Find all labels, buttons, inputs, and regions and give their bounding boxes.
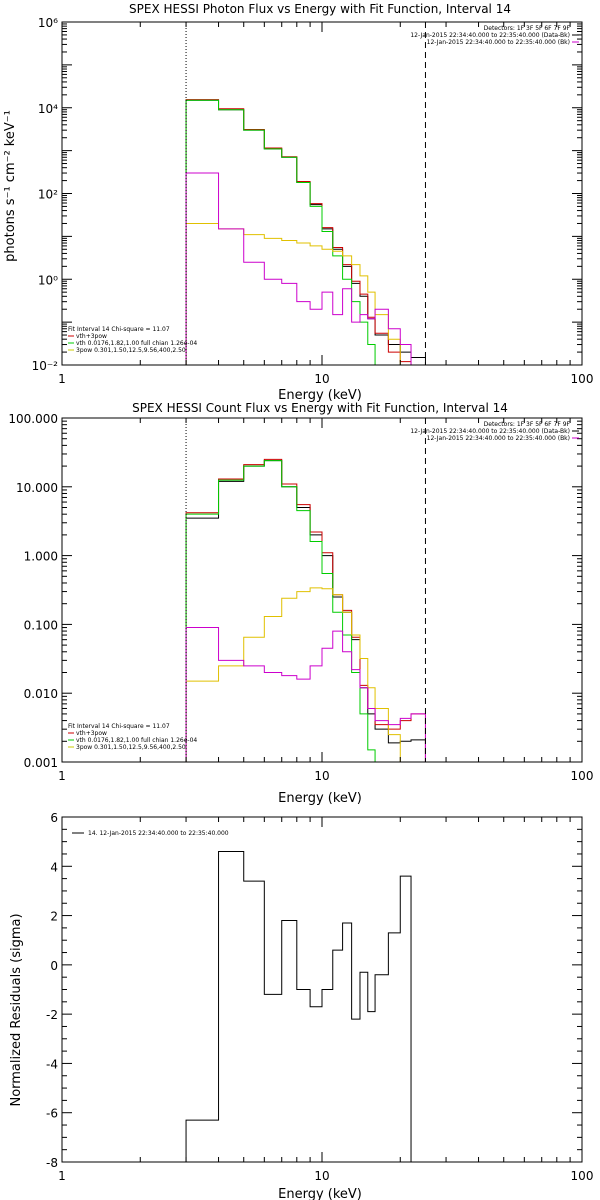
x-tick-label: 1 bbox=[58, 769, 66, 783]
legend-text: 3pow 0.301,1.50,12.5,9.56,400,2.50 bbox=[76, 744, 186, 751]
x-tick-label: 10 bbox=[314, 372, 329, 386]
x-tick-label: 100 bbox=[571, 372, 594, 386]
info-text: 12-Jan-2015 22:34:40.000 to 22:35:40.000… bbox=[427, 435, 570, 442]
plot-frame bbox=[61, 21, 583, 366]
x-tick-label: 1 bbox=[58, 1169, 66, 1183]
legend-text: 3pow 0.301,1.50,12.5,9.56,400,2.50 bbox=[76, 347, 186, 354]
y-axis-label: photons s⁻¹ cm⁻² keV⁻¹ bbox=[3, 110, 18, 262]
series-line-0 bbox=[185, 99, 426, 365]
legend-text: vth 0.0176,1.82,1.00 full chian 1.26e-04 bbox=[76, 340, 197, 347]
series-line-1 bbox=[185, 99, 412, 365]
residuals-panel: Energy (keV) Normalized Residuals (sigma… bbox=[9, 811, 593, 1200]
y-axis-label: Normalized Residuals (sigma) bbox=[9, 913, 24, 1106]
series-group bbox=[185, 851, 426, 1162]
legend-text: Fit Interval 14 Chi-square = 11.07 bbox=[68, 723, 170, 730]
series-line-4 bbox=[185, 172, 426, 365]
info-text: Detectors: 1F 3F 5F 6F 7F 9F bbox=[484, 25, 571, 32]
x-axis-label: Energy (keV) bbox=[278, 388, 362, 403]
legend-text: vth 0.0176,1.82,1.00 full chian 1.26e-04 bbox=[76, 737, 197, 744]
info-text: Detectors: 1F 3F 5F 6F 7F 9F bbox=[484, 421, 571, 428]
y-tick-label: -4 bbox=[46, 1057, 58, 1071]
x-tick-label: 100 bbox=[571, 769, 594, 783]
y-tick-label: 10.000 bbox=[16, 481, 58, 495]
y-tick-label: 0.010 bbox=[24, 687, 58, 701]
info-text: 12-Jan-2015 22:34:40.000 to 22:35:40.000… bbox=[410, 32, 570, 39]
series-line-2 bbox=[185, 99, 389, 365]
info-text: 12-Jan-2015 22:34:40.000 to 22:35:40.000… bbox=[427, 39, 570, 46]
y-tick-label: 0 bbox=[50, 959, 58, 973]
x-axis-label: Energy (keV) bbox=[278, 791, 362, 806]
photon-flux-panel: SPEX HESSI Photon Flux vs Energy with Fi… bbox=[3, 2, 593, 403]
info-text: 12-Jan-2015 22:34:40.000 to 22:35:40.000… bbox=[410, 428, 570, 435]
x-tick-label: 10 bbox=[314, 1169, 329, 1183]
count-flux-panel: SPEX HESSI Count Flux vs Energy with Fit… bbox=[8, 401, 594, 806]
y-tick-label: 10⁰ bbox=[38, 273, 58, 287]
legend-text: vth+3pow bbox=[76, 730, 107, 737]
y-tick-label: 10⁻² bbox=[32, 359, 59, 373]
series-line-0 bbox=[185, 851, 426, 1162]
legend-text: Fit Interval 14 Chi-square = 11.07 bbox=[68, 326, 170, 333]
plot-frame bbox=[61, 417, 583, 763]
x-axis-label: Energy (keV) bbox=[278, 1187, 362, 1200]
panel-title: SPEX HESSI Photon Flux vs Energy with Fi… bbox=[129, 2, 511, 16]
panel-title: SPEX HESSI Count Flux vs Energy with Fit… bbox=[132, 401, 508, 415]
x-tick-label: 1 bbox=[58, 372, 66, 386]
series-group bbox=[185, 458, 426, 762]
y-tick-label: 0.001 bbox=[24, 756, 58, 770]
series-line-0 bbox=[185, 460, 426, 762]
series-line-3 bbox=[185, 587, 412, 762]
x-tick-label: 100 bbox=[571, 1169, 594, 1183]
series-line-4 bbox=[185, 627, 426, 762]
x-tick-label: 10 bbox=[314, 769, 329, 783]
y-tick-label: 10² bbox=[38, 188, 58, 202]
y-tick-label: 0.100 bbox=[24, 618, 58, 632]
legend-text: 14. 12-Jan-2015 22:34:40.000 to 22:35:40… bbox=[88, 830, 229, 837]
series-line-2 bbox=[185, 460, 376, 762]
y-tick-label: 100.000 bbox=[8, 412, 58, 426]
y-tick-label: 10⁴ bbox=[38, 102, 58, 116]
y-tick-label: -2 bbox=[46, 1008, 58, 1022]
y-tick-label: 2 bbox=[50, 910, 58, 924]
series-group bbox=[185, 99, 426, 365]
legend-text: vth+3pow bbox=[76, 333, 107, 340]
y-tick-label: 6 bbox=[50, 811, 58, 825]
series-line-1 bbox=[185, 458, 426, 762]
y-tick-label: -8 bbox=[46, 1156, 58, 1170]
y-tick-label: 4 bbox=[50, 860, 58, 874]
y-tick-label: 1.000 bbox=[24, 550, 58, 564]
y-tick-label: 10⁶ bbox=[38, 16, 58, 30]
y-tick-label: -6 bbox=[46, 1107, 58, 1121]
series-line-3 bbox=[185, 222, 412, 365]
